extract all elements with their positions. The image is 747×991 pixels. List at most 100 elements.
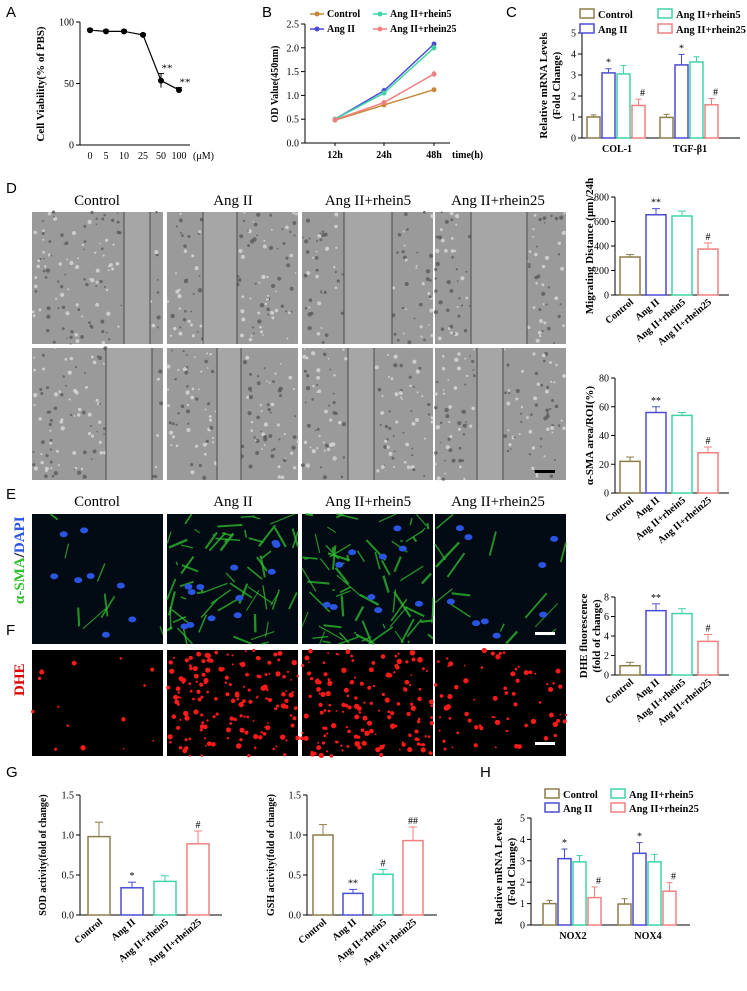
dhe-spot — [258, 735, 263, 740]
dhe-spot — [358, 711, 362, 714]
significance-mark: # — [671, 872, 676, 883]
cell-texture — [553, 381, 556, 384]
actin-fiber — [301, 567, 317, 592]
dhe-spot — [324, 726, 328, 730]
dhe-spot — [362, 715, 368, 721]
dhe-spot — [480, 666, 484, 669]
cell-texture — [289, 286, 294, 291]
dhe-spot — [494, 719, 501, 726]
cell-texture — [69, 342, 72, 345]
cell-texture — [262, 334, 264, 336]
dhe-spot — [481, 647, 487, 654]
cell-texture — [41, 232, 45, 236]
dhe-spot — [503, 686, 507, 691]
cell-texture — [60, 233, 64, 237]
cell-texture — [49, 418, 53, 422]
cell-texture — [296, 440, 300, 443]
cell-texture — [182, 367, 187, 372]
dhe-spot — [195, 680, 198, 683]
cell-texture — [197, 232, 200, 235]
actin-fiber — [246, 566, 263, 580]
dhe-spot — [395, 665, 400, 670]
cell-texture — [315, 268, 319, 272]
cell-texture — [324, 409, 328, 414]
cell-texture — [250, 420, 254, 424]
cell-texture — [81, 315, 84, 318]
cell-texture — [435, 248, 440, 254]
series-line — [89, 29, 180, 91]
cell-texture — [288, 375, 293, 380]
actin-fiber — [450, 603, 471, 618]
actin-fiber — [273, 527, 287, 548]
dhe-spot — [369, 728, 374, 734]
cell-texture — [173, 326, 177, 331]
dhe-spot — [291, 690, 294, 694]
y-tick-label: 0 — [604, 489, 609, 500]
nucleus — [180, 623, 189, 630]
legend-swatch — [544, 802, 560, 813]
cell-texture — [49, 448, 52, 451]
cell-texture — [397, 232, 402, 237]
panel-letter-a: A — [6, 4, 17, 21]
cell-texture — [208, 418, 213, 422]
dhe-spot — [229, 722, 233, 725]
actin-fiber — [381, 559, 391, 576]
cell-texture — [328, 404, 331, 407]
cell-texture — [303, 369, 308, 373]
cell-texture — [103, 213, 106, 217]
actin-fiber — [212, 533, 215, 537]
scratch-gap — [471, 212, 527, 344]
cell-texture — [458, 446, 462, 450]
cell-texture — [280, 304, 284, 308]
cell-texture — [66, 337, 68, 340]
bar — [697, 248, 719, 296]
scratch-image — [32, 346, 163, 480]
cell-texture — [196, 330, 199, 333]
cell-texture — [195, 444, 199, 448]
dhe-spot — [429, 720, 434, 726]
cell-texture — [105, 331, 108, 334]
dhe-spot — [193, 709, 199, 715]
nucleus — [86, 573, 95, 580]
cell-texture — [413, 317, 416, 320]
dhe-spot — [182, 681, 185, 685]
cell-texture — [468, 424, 473, 428]
cell-texture — [44, 276, 48, 279]
cell-texture — [336, 279, 340, 283]
cell-texture — [445, 414, 450, 419]
dhe-spot — [253, 746, 257, 750]
cell-texture — [193, 356, 196, 358]
cell-texture — [294, 212, 298, 216]
dhe-spot — [285, 739, 288, 742]
nucleus — [492, 632, 501, 639]
dhe-spot — [252, 648, 256, 652]
scratch-gap — [348, 348, 374, 480]
dhe-spot — [267, 697, 273, 703]
cell-texture — [101, 340, 106, 345]
cell-texture — [440, 238, 445, 243]
cell-texture — [241, 295, 245, 299]
dhe-spot — [467, 718, 472, 723]
cell-texture — [455, 214, 460, 219]
bar — [372, 873, 394, 916]
cell-texture — [256, 381, 261, 386]
series-line — [334, 43, 435, 120]
cell-texture — [305, 218, 311, 223]
cell-texture — [316, 331, 321, 336]
cell-texture — [158, 369, 163, 374]
alpha-sma-image — [434, 513, 567, 645]
cell-texture — [290, 310, 293, 313]
y-tick-label: 8 — [604, 593, 609, 604]
cell-texture — [34, 276, 38, 280]
dhe-spot — [199, 728, 203, 732]
y-tick-label: 0 — [604, 291, 609, 302]
dhe-spot — [530, 718, 537, 725]
legend-label: Ang II+rhein5 — [390, 9, 452, 20]
cell-texture — [68, 398, 71, 401]
dhe-spot — [335, 740, 338, 744]
cell-texture — [535, 245, 538, 248]
significance-mark: # — [706, 232, 711, 243]
cell-texture — [507, 429, 510, 432]
dhe-spot — [290, 678, 293, 681]
cell-texture — [156, 279, 159, 281]
